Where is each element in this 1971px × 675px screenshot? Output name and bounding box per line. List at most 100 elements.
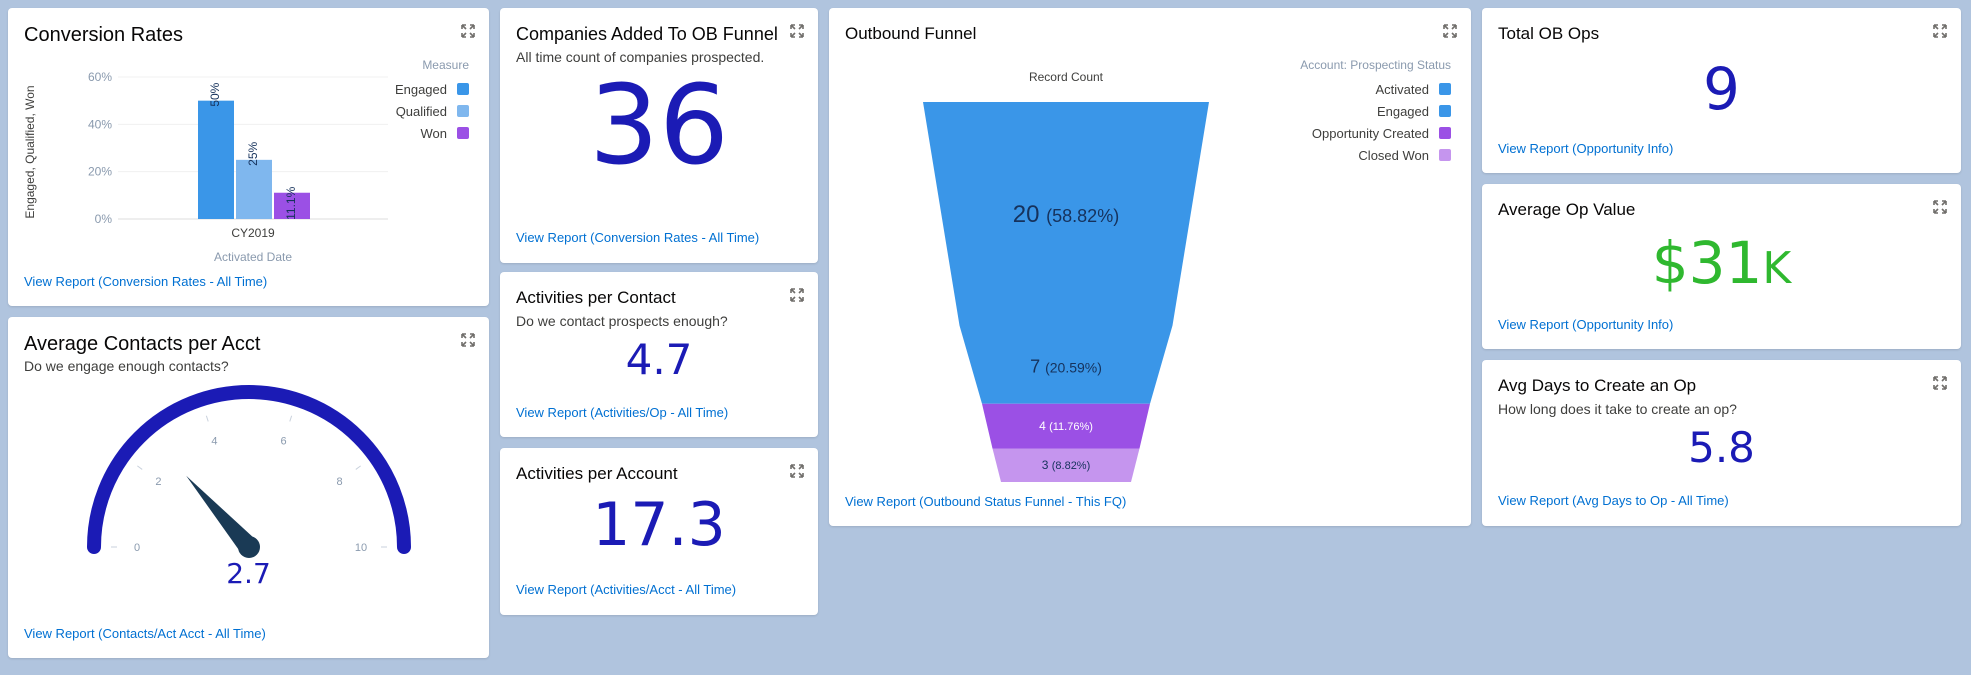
metric-value: $31K [1482, 228, 1961, 304]
legend-swatch [1439, 105, 1451, 117]
funnel-data-label: 20 (58.82%) [1013, 201, 1119, 228]
data-label: 25% [246, 141, 260, 165]
view-report-link[interactable]: View Report (Conversion Rates - All Time… [24, 274, 268, 289]
expand-icon[interactable] [461, 333, 475, 347]
card-subtitle: Do we engage enough contacts? [24, 358, 229, 374]
funnel-segment-closed-won[interactable] [992, 448, 1140, 482]
view-report-link[interactable]: View Report (Activities/Acct - All Time) [516, 582, 737, 597]
legend-swatch [457, 127, 469, 139]
legend-label: Won [420, 125, 448, 141]
legend-title: Account: Prospecting Status [1300, 58, 1451, 72]
metric-suffix: K [1762, 243, 1792, 294]
view-report-link[interactable]: View Report (Avg Days to Op - All Time) [1498, 493, 1729, 508]
metric-value: 36 [589, 61, 729, 189]
gauge-hub [238, 536, 260, 558]
gauge-tick-label: 6 [281, 435, 287, 447]
x-category-label: CY2019 [231, 226, 275, 240]
y-tick-label: 0% [95, 212, 113, 226]
legend-item[interactable]: Closed Won [1231, 144, 1451, 166]
funnel-data-label: 7 (20.59%) [1030, 357, 1102, 377]
funnel-data-label: 4 (11.76%) [1039, 419, 1093, 433]
gauge-tick-label: 10 [355, 542, 367, 554]
card-title: Avg Days to Create an Op [1498, 376, 1697, 395]
legend-title: Measure [422, 58, 469, 72]
metric-value: 4.7 [625, 335, 693, 384]
average-op-value-card: Average Op Value $31K View Report (Oppor… [1482, 184, 1961, 349]
funnel-data-label: 3 (8.82%) [1042, 458, 1091, 472]
expand-icon[interactable] [790, 24, 804, 38]
legend-swatch [1439, 149, 1451, 161]
expand-icon[interactable] [461, 24, 475, 38]
funnel-axis-label: Record Count [1028, 70, 1104, 84]
card-title: Companies Added To OB Funnel [516, 24, 778, 44]
avg-contacts-card: Average Contacts per Acct Do we engage e… [8, 317, 489, 658]
legend-label: Engaged [1376, 103, 1429, 119]
metric-value: 17.3 [592, 490, 726, 560]
gauge-tick [355, 465, 361, 470]
gauge-tick-label: 2 [155, 476, 161, 488]
legend-item[interactable]: Engaged [349, 78, 469, 100]
metric-value: 5.8 [1688, 423, 1755, 472]
metric-number: $31 [1651, 229, 1763, 297]
y-tick-label: 20% [88, 165, 112, 179]
view-report-link[interactable]: View Report (Outbound Status Funnel - Th… [845, 494, 1127, 509]
x-axis-label: Activated Date [214, 250, 292, 264]
conversion-bar-chart: Engaged, Qualified, Won 0% 20% 40% 60% 50% 2… [23, 70, 388, 264]
data-label: 11.1% [284, 186, 298, 219]
expand-icon[interactable] [1933, 200, 1947, 214]
avg-days-card: Avg Days to Create an Op How long does i… [1482, 360, 1961, 526]
gauge-tick [205, 415, 209, 422]
expand-icon[interactable] [1933, 376, 1947, 390]
legend-item[interactable]: Engaged [1231, 100, 1451, 122]
view-report-link[interactable]: View Report (Opportunity Info) [1498, 317, 1674, 332]
view-report-link[interactable]: View Report (Contacts/Act Acct - All Tim… [24, 626, 266, 641]
gauge-chart: 0 2 4 6 8 10 [87, 385, 411, 558]
legend-item[interactable]: Opportunity Created [1231, 122, 1451, 144]
expand-icon[interactable] [790, 288, 804, 302]
conversion-rates-card: Conversion Rates Engaged, Qualified, Won… [8, 8, 489, 306]
legend-label: Opportunity Created [1311, 125, 1429, 141]
legend-label: Closed Won [1358, 147, 1429, 163]
expand-icon[interactable] [790, 464, 804, 478]
card-title: Average Contacts per Acct [24, 333, 261, 355]
expand-icon[interactable] [1933, 24, 1947, 38]
legend-item[interactable]: Activated [1231, 78, 1451, 100]
legend-label: Qualified [395, 103, 447, 119]
outbound-funnel-card: Outbound Funnel Record Count 20 (58.82%)… [829, 8, 1471, 526]
gauge-needle [186, 475, 257, 554]
gauge-tick-label: 0 [134, 542, 140, 554]
legend-item[interactable]: Won [349, 122, 469, 144]
y-axis-label: Engaged, Qualified, Won [23, 85, 37, 218]
expand-icon[interactable] [1443, 24, 1457, 38]
card-title: Total OB Ops [1498, 24, 1600, 43]
funnel-segment-activated[interactable] [923, 102, 1209, 326]
y-tick-label: 60% [88, 70, 112, 84]
metric-value: 9 [1703, 55, 1740, 123]
legend-swatch [1439, 83, 1451, 95]
y-tick-label: 40% [88, 117, 112, 131]
view-report-link[interactable]: View Report (Opportunity Info) [1498, 141, 1674, 156]
total-ob-ops-card: Total OB Ops 9 View Report (Opportunity … [1482, 8, 1961, 173]
funnel-chart: 20 (58.82%) 7 (20.59%) 4 (11.76%) 3 (8.82%) [923, 102, 1209, 482]
gauge-tick-label: 4 [211, 435, 217, 447]
conversion-legend: Measure Engaged Qualified Won [349, 58, 469, 144]
bar-engaged[interactable] [198, 100, 234, 219]
view-report-link[interactable]: View Report (Activities/Op - All Time) [516, 405, 729, 420]
legend-swatch [1439, 127, 1451, 139]
card-title: Activities per Account [516, 464, 678, 483]
funnel-segment-engaged[interactable] [959, 325, 1173, 404]
activities-per-account-card: Activities per Account 17.3 View Report … [500, 448, 818, 615]
card-subtitle: Do we contact prospects enough? [516, 313, 728, 329]
funnel-segment-opportunity-created[interactable] [982, 403, 1150, 449]
card-subtitle: How long does it take to create an op? [1498, 401, 1737, 417]
legend-label: Activated [1375, 81, 1429, 97]
gauge-value: 2.7 [226, 557, 271, 590]
gauge-arc [87, 385, 411, 554]
view-report-link[interactable]: View Report (Conversion Rates - All Time… [516, 230, 760, 245]
bar-won[interactable] [274, 192, 310, 219]
bar-qualified[interactable] [236, 159, 272, 219]
legend-swatch [457, 83, 469, 95]
gauge-tick [137, 465, 143, 470]
card-title: Activities per Contact [516, 288, 676, 307]
legend-item[interactable]: Qualified [349, 100, 469, 122]
